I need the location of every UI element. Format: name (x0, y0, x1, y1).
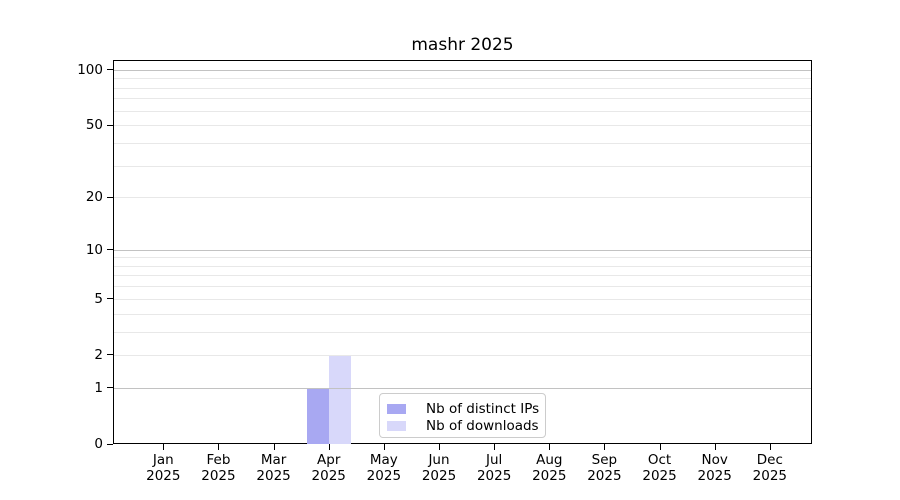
minor-gridline-90 (114, 78, 811, 80)
y-tick-label-5: 5 (94, 290, 103, 307)
x-tick-jan (163, 444, 165, 450)
major-gridline-100 (114, 69, 811, 71)
x-tick-label-may: May 2025 (366, 452, 402, 484)
x-tick-label-jul: Jul 2025 (476, 452, 512, 484)
y-tick-0 (107, 443, 113, 445)
x-tick-mar (273, 444, 275, 450)
major-gridline-10 (114, 249, 811, 251)
legend: Nb of distinct IPs Nb of downloads (379, 393, 546, 438)
x-tick-oct (659, 444, 661, 450)
y-tick-label-20: 20 (85, 189, 103, 206)
y-tick-label-1: 1 (94, 379, 103, 396)
legend-item-distinct-ips: Nb of distinct IPs (387, 400, 545, 417)
minor-gridline-70 (114, 98, 811, 100)
minor-gridline-80 (114, 87, 811, 89)
y-tick-label-2: 2 (94, 346, 103, 363)
minor-gridline-7 (114, 275, 811, 277)
x-tick-label-dec: Dec 2025 (752, 452, 787, 484)
x-tick-label-jun: Jun 2025 (421, 452, 457, 484)
bar-layer (114, 61, 811, 444)
minor-gridline-40 (114, 142, 811, 144)
plot-area: Nb of distinct IPs Nb of downloads (113, 60, 812, 444)
minor-gridline-8 (114, 265, 811, 267)
legend-label-downloads: Nb of downloads (426, 417, 539, 434)
y-tick-20 (107, 196, 113, 198)
x-tick-aug (549, 444, 551, 450)
y-tick-label-50: 50 (85, 117, 103, 134)
legend-swatch-distinct-ips-icon (387, 403, 406, 414)
x-tick-label-jan: Jan 2025 (146, 452, 181, 484)
grid-layer (114, 61, 811, 443)
minor-gridline-3 (114, 331, 811, 333)
legend-swatch-downloads-icon (387, 420, 406, 431)
y-tick-label-10: 10 (85, 241, 103, 258)
x-tick-label-aug: Aug 2025 (532, 452, 567, 484)
minor-gridline-4 (114, 313, 811, 315)
y-tick-label-0: 0 (94, 436, 103, 452)
legend-label-distinct-ips: Nb of distinct IPs (426, 400, 540, 417)
y-tick-label-100: 100 (77, 61, 103, 78)
minor-gridline-20 (114, 197, 811, 199)
minor-gridline-30 (114, 165, 811, 167)
bar-apr-1 (328, 355, 351, 444)
x-tick-sep (604, 444, 606, 450)
x-tick-label-sep: Sep 2025 (587, 452, 622, 484)
major-gridline-1 (114, 387, 811, 389)
x-tick-nov (714, 444, 716, 450)
minor-gridline-6 (114, 286, 811, 288)
x-tick-jun (439, 444, 440, 450)
x-tick-label-apr: Apr 2025 (311, 452, 346, 484)
x-tick-may (383, 444, 385, 450)
bar-apr-0 (306, 388, 329, 444)
minor-gridline-2 (114, 354, 811, 356)
minor-gridline-5 (114, 298, 811, 300)
x-tick-apr (328, 444, 330, 450)
y-tick-1 (107, 387, 113, 389)
legend-item-downloads: Nb of downloads (387, 417, 545, 434)
x-tick-dec (769, 444, 771, 450)
x-tick-label-mar: Mar 2025 (256, 452, 291, 484)
x-tick-feb (218, 444, 220, 450)
y-tick-100 (107, 69, 113, 71)
y-tick-5 (107, 298, 113, 300)
y-tick-2 (107, 354, 113, 356)
x-tick-label-nov: Nov 2025 (697, 452, 732, 484)
chart-title: mashr 2025 (411, 35, 514, 55)
x-tick-label-feb: Feb 2025 (201, 452, 236, 484)
x-tick-label-oct: Oct 2025 (642, 452, 677, 484)
y-tick-10 (107, 249, 113, 251)
minor-gridline-9 (114, 257, 811, 259)
y-tick-50 (107, 124, 113, 126)
minor-gridline-50 (114, 125, 811, 127)
x-tick-jul (494, 444, 496, 450)
minor-gridline-60 (114, 110, 811, 112)
